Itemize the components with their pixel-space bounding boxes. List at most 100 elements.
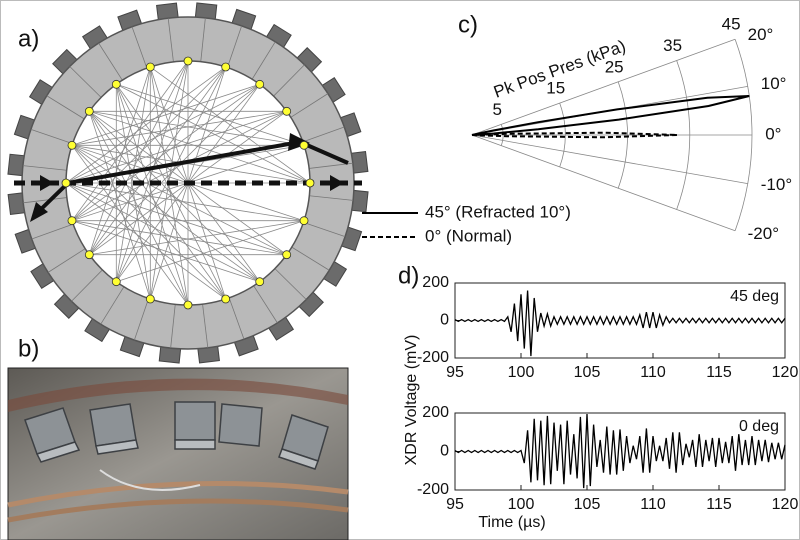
ray <box>65 182 305 222</box>
ray <box>115 84 227 300</box>
ring-line <box>23 197 67 204</box>
element <box>111 277 121 287</box>
ray <box>89 220 305 256</box>
ring-line <box>30 128 73 144</box>
r-grid <box>676 60 691 210</box>
ray <box>71 145 189 306</box>
ray <box>149 66 189 306</box>
element <box>282 250 292 260</box>
legend-label: 0° (Normal) <box>425 226 512 245</box>
element <box>84 250 94 260</box>
x-tick-label: 105 <box>574 496 601 513</box>
element <box>299 140 309 150</box>
element <box>67 216 77 226</box>
ray <box>65 182 226 300</box>
ring-line <box>31 223 74 240</box>
ray <box>149 60 189 300</box>
y-tick-label: -200 <box>417 349 449 366</box>
y-tick-label: -200 <box>417 481 449 498</box>
ray <box>88 111 189 306</box>
x-tick-label: 110 <box>640 364 666 381</box>
r-tick-label: 25 <box>605 57 624 76</box>
ring-line <box>71 269 103 302</box>
r-grid <box>500 124 504 146</box>
element <box>282 106 292 116</box>
x-tick-label: 120 <box>772 496 799 513</box>
annotation: 0 deg <box>739 418 779 435</box>
ray <box>71 66 226 221</box>
waveform <box>454 413 786 489</box>
ring-line <box>302 126 345 143</box>
ring-line <box>202 304 209 348</box>
ring-line <box>303 222 346 238</box>
element <box>183 300 193 310</box>
x-tick-label: 115 <box>706 364 732 381</box>
ray <box>115 66 227 282</box>
panel-label: a) <box>18 25 39 52</box>
x-tick-label: 100 <box>508 364 535 381</box>
ring-line <box>133 298 149 341</box>
x-axis-label: Time (µs) <box>478 514 545 531</box>
ray <box>71 110 287 146</box>
ring-line <box>167 18 174 62</box>
r-grid <box>734 39 753 231</box>
x-tick-label: 100 <box>508 496 535 513</box>
ring-line <box>309 195 354 201</box>
ray <box>65 182 287 256</box>
waveform <box>454 290 786 357</box>
x-tick-label: 115 <box>706 496 732 513</box>
ring-line <box>291 246 330 271</box>
ray <box>71 144 287 256</box>
theta-grid <box>471 134 748 185</box>
ray <box>116 220 305 283</box>
x-tick-label: 95 <box>446 496 464 513</box>
y-tick-label: 200 <box>422 404 449 421</box>
element <box>183 56 193 66</box>
polar-line <box>471 131 678 139</box>
y-tick-label: 200 <box>422 274 449 291</box>
ring-line <box>69 66 102 98</box>
ray <box>115 84 189 306</box>
x-tick-label: 95 <box>446 364 464 381</box>
ring-line <box>170 304 176 349</box>
ray <box>89 84 260 255</box>
element <box>255 277 265 287</box>
element <box>67 140 77 150</box>
y-tick-label: 0 <box>440 312 449 329</box>
ray <box>88 111 227 300</box>
r-grid <box>559 102 566 168</box>
element <box>145 62 155 72</box>
ray <box>71 145 226 300</box>
ray <box>88 60 189 255</box>
r-tick-label: 35 <box>663 36 682 55</box>
element <box>61 178 71 188</box>
ray <box>89 110 305 146</box>
transducer-diagram <box>7 2 369 364</box>
theta-grid <box>471 134 736 232</box>
r-tick-label: 45 <box>722 15 741 34</box>
ring-line <box>131 26 148 69</box>
ray <box>71 144 311 184</box>
ring-line <box>251 41 276 80</box>
theta-tick-label: -20° <box>748 224 779 243</box>
element <box>111 79 121 89</box>
ring-line <box>274 268 307 300</box>
ray <box>89 111 260 282</box>
theta-tick-label: 20° <box>748 25 774 44</box>
ray <box>116 83 311 184</box>
panel-label: d) <box>398 262 419 289</box>
element <box>221 62 231 72</box>
element <box>84 106 94 116</box>
ray <box>71 220 260 283</box>
annotation: 45 deg <box>730 288 779 305</box>
x-tick-label: 120 <box>772 364 799 381</box>
ray <box>115 66 151 282</box>
ring-line <box>22 165 67 171</box>
panel-label: c) <box>458 11 478 38</box>
element <box>221 294 231 304</box>
element <box>255 79 265 89</box>
ring-line <box>253 285 278 324</box>
r-grid <box>617 81 628 189</box>
